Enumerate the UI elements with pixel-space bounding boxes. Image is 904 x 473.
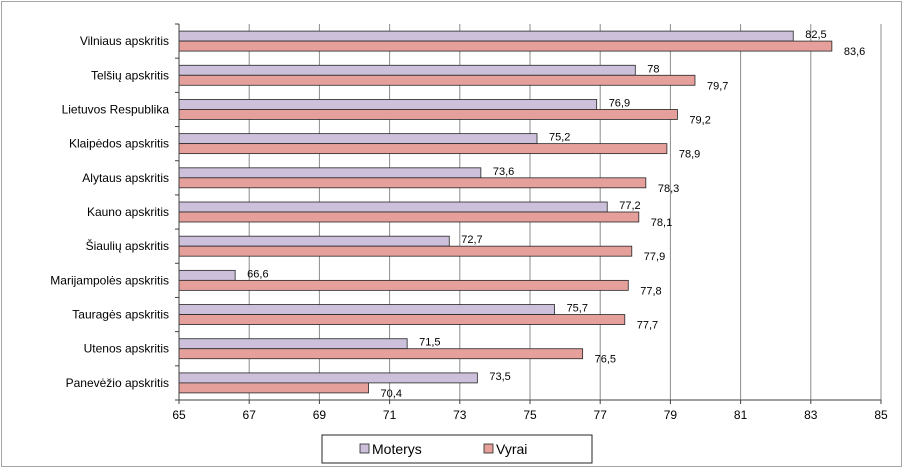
bar-vyrai [178, 40, 833, 52]
value-label-moterys: 71,5 [419, 337, 440, 349]
value-label-vyrai: 78,1 [651, 217, 672, 229]
x-tick-label: 85 [874, 408, 888, 422]
value-label-vyrai: 83,6 [844, 46, 865, 58]
bar-vyrai [178, 279, 629, 291]
value-label-moterys: 76,9 [609, 97, 630, 109]
x-tick-label: 79 [664, 408, 678, 422]
value-label-vyrai: 76,5 [595, 354, 616, 366]
bars [178, 30, 833, 394]
value-label-vyrai: 77,9 [644, 251, 665, 263]
bar-moterys [178, 167, 482, 179]
value-label-moterys: 73,6 [493, 166, 514, 178]
bar-vyrai [178, 211, 640, 223]
x-tick-label: 77 [594, 408, 608, 422]
legend-label-moterys: Moterys [372, 441, 422, 457]
value-label-vyrai: 77,8 [640, 285, 661, 297]
bar-vyrai [178, 143, 668, 155]
value-label-vyrai: 79,2 [689, 114, 710, 126]
bar-moterys [178, 64, 636, 76]
legend: Moterys Vyrai [321, 434, 593, 464]
value-label-moterys: 72,7 [461, 234, 482, 246]
category-label: Panevėžio apskritis [66, 376, 169, 390]
category-label: Klaipėdos apskritis [69, 137, 169, 151]
value-label-vyrai: 78,3 [658, 183, 679, 195]
legend-swatch-moterys [359, 443, 370, 454]
value-label-moterys: 73,5 [489, 371, 510, 383]
x-tick-label: 67 [243, 408, 257, 422]
value-label-vyrai: 79,7 [707, 80, 728, 92]
category-label: Vilniaus apskritis [80, 34, 169, 48]
bar-vyrai [178, 74, 696, 86]
bar-moterys [178, 201, 608, 213]
bar-moterys [178, 372, 478, 384]
bar-vyrai [178, 109, 678, 120]
category-label: Utenos apskritis [84, 342, 169, 356]
value-label-vyrai: 70,4 [381, 388, 402, 400]
category-label: Lietuvos Respublika [62, 102, 170, 116]
bar-vyrai [178, 348, 584, 360]
bar-moterys [178, 133, 538, 145]
legend-label-vyrai: Vyrai [496, 441, 527, 457]
category-label: Šiaulių apskritis [86, 238, 169, 253]
category-label: Telšių apskritis [91, 68, 169, 82]
bar-vyrai [178, 245, 633, 257]
x-tick-label: 83 [804, 408, 818, 422]
bar-moterys [178, 99, 598, 110]
category-label: Marijampolės apskritis [50, 273, 169, 287]
x-tick-label: 73 [453, 408, 467, 422]
axes [175, 23, 882, 404]
value-label-moterys: 75,2 [549, 132, 570, 144]
value-label-moterys: 78 [647, 63, 659, 75]
value-label-moterys: 75,7 [567, 303, 588, 315]
bar-moterys [178, 30, 794, 42]
category-label: Kauno apskritis [87, 205, 169, 219]
labels: 65 67 69 71 73 75 77 79 81 83 85 Vilniaus apskritis… [50, 29, 888, 422]
bar-vyrai [178, 177, 647, 189]
bar-vyrai [178, 314, 626, 325]
value-label-moterys: 82,5 [805, 29, 826, 41]
x-tick-label: 71 [383, 408, 397, 422]
bar-moterys [178, 338, 408, 350]
bar-moterys [178, 235, 450, 247]
bar-moterys [178, 304, 555, 315]
legend-swatch-vyrai [483, 443, 494, 454]
value-label-vyrai: 77,7 [637, 320, 658, 332]
bar-moterys [178, 269, 236, 281]
category-label: Tauragės apskritis [72, 308, 169, 322]
bar-vyrai [178, 382, 369, 394]
x-tick-label: 69 [313, 408, 327, 422]
value-label-vyrai: 78,9 [679, 149, 700, 161]
value-label-moterys: 66,6 [247, 268, 268, 280]
x-tick-label: 75 [523, 408, 537, 422]
category-label: Alytaus apskritis [82, 171, 169, 185]
value-label-moterys: 77,2 [619, 200, 640, 212]
x-tick-label: 65 [172, 408, 186, 422]
x-tick-label: 81 [734, 408, 748, 422]
